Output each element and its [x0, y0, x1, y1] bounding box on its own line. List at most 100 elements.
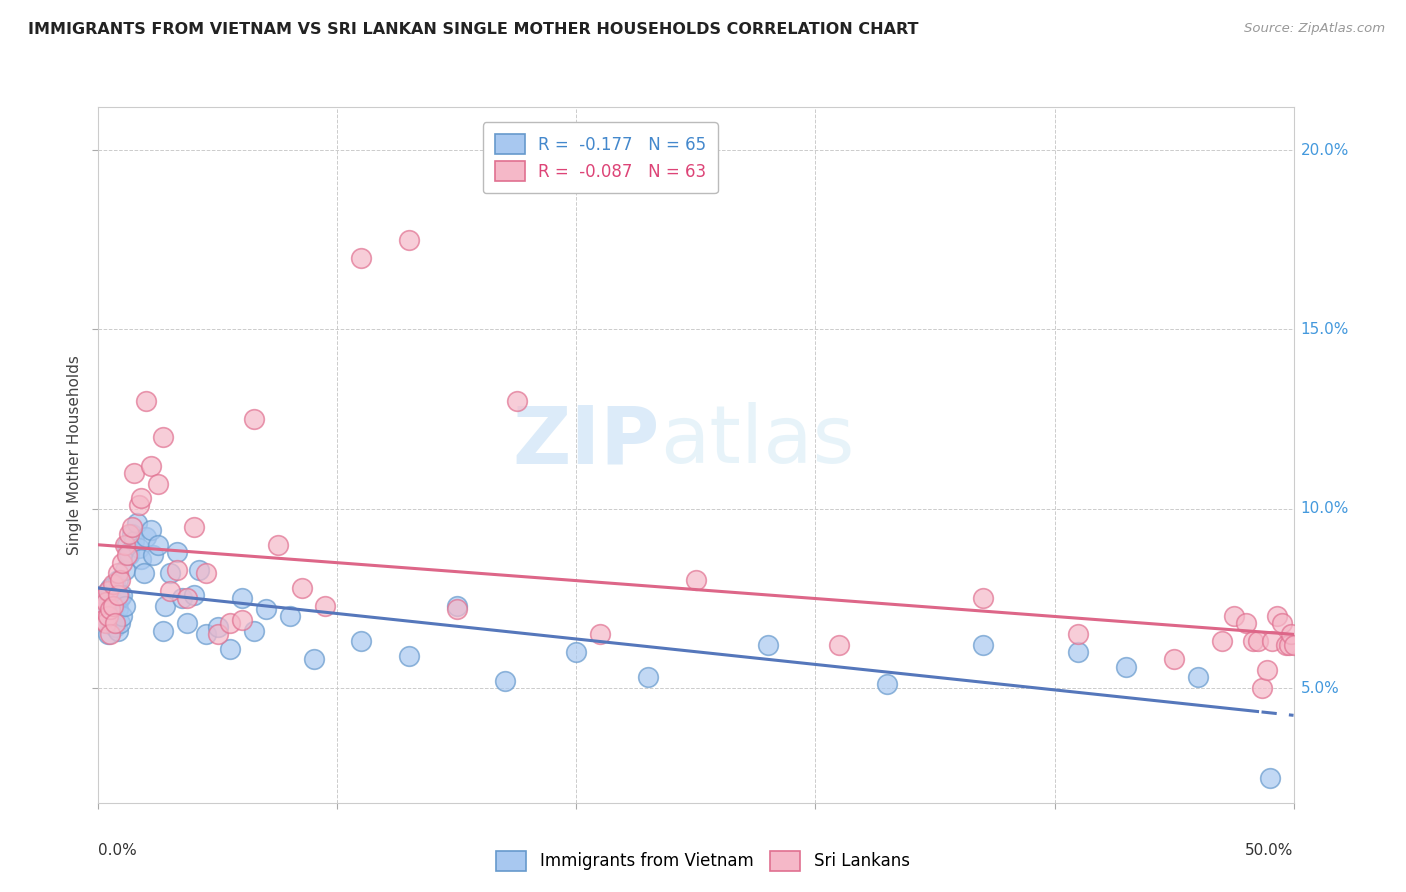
Point — [155, 599, 177, 613]
Point — [685, 574, 707, 588]
Point — [98, 602, 122, 616]
Point — [176, 591, 198, 606]
Point — [207, 620, 229, 634]
Point — [107, 624, 129, 638]
Point — [118, 545, 141, 559]
Point — [115, 549, 138, 563]
Point — [98, 606, 122, 620]
Point — [494, 673, 516, 688]
Point — [97, 584, 120, 599]
Point — [108, 574, 131, 588]
Point — [91, 609, 114, 624]
Point — [128, 541, 150, 556]
Point — [187, 563, 209, 577]
Point — [1265, 609, 1288, 624]
Point — [139, 458, 162, 473]
Point — [101, 577, 124, 591]
Point — [1163, 652, 1185, 666]
Point — [131, 491, 153, 505]
Point — [111, 556, 134, 570]
Point — [1115, 659, 1137, 673]
Point — [148, 538, 170, 552]
Point — [446, 602, 468, 616]
Point — [94, 595, 117, 609]
Point — [1067, 627, 1090, 641]
Point — [108, 616, 131, 631]
Point — [104, 616, 127, 631]
Point — [97, 609, 120, 624]
Point — [118, 526, 141, 541]
Point — [183, 519, 205, 533]
Point — [565, 645, 588, 659]
Point — [1222, 609, 1246, 624]
Point — [1234, 616, 1257, 631]
Point — [1275, 638, 1298, 652]
Text: IMMIGRANTS FROM VIETNAM VS SRI LANKAN SINGLE MOTHER HOUSEHOLDS CORRELATION CHART: IMMIGRANTS FROM VIETNAM VS SRI LANKAN SI… — [28, 22, 918, 37]
Point — [1258, 771, 1281, 785]
Text: 15.0%: 15.0% — [1301, 322, 1348, 337]
Point — [398, 648, 420, 663]
Point — [98, 581, 122, 595]
Point — [98, 627, 122, 641]
Point — [183, 588, 205, 602]
Point — [231, 613, 253, 627]
Point — [101, 599, 124, 613]
Point — [506, 394, 529, 409]
Point — [1271, 616, 1294, 631]
Point — [350, 251, 373, 265]
Point — [1282, 638, 1305, 652]
Point — [94, 602, 117, 616]
Point — [1187, 670, 1209, 684]
Point — [115, 538, 138, 552]
Point — [101, 613, 124, 627]
Point — [267, 538, 290, 552]
Point — [111, 609, 134, 624]
Text: 0.0%: 0.0% — [98, 843, 138, 858]
Point — [1278, 638, 1301, 652]
Point — [152, 430, 174, 444]
Point — [398, 233, 420, 247]
Text: 50.0%: 50.0% — [1246, 843, 1294, 858]
Point — [1261, 634, 1284, 648]
Point — [1279, 627, 1302, 641]
Point — [219, 616, 242, 631]
Point — [104, 620, 127, 634]
Point — [159, 584, 181, 599]
Point — [118, 549, 141, 563]
Point — [243, 624, 266, 638]
Point — [124, 466, 146, 480]
Point — [94, 616, 117, 631]
Point — [97, 627, 120, 641]
Point — [107, 566, 129, 581]
Point — [94, 616, 117, 631]
Point — [90, 599, 112, 613]
Point — [756, 638, 779, 652]
Point — [243, 412, 266, 426]
Point — [124, 533, 146, 548]
Point — [135, 394, 157, 409]
Point — [350, 634, 373, 648]
Y-axis label: Single Mother Households: Single Mother Households — [66, 355, 82, 555]
Point — [315, 599, 337, 613]
Point — [972, 638, 994, 652]
Point — [139, 523, 162, 537]
Point — [107, 574, 129, 588]
Legend: Immigrants from Vietnam, Sri Lankans: Immigrants from Vietnam, Sri Lankans — [488, 842, 918, 880]
Text: ZIP: ZIP — [513, 402, 661, 480]
Point — [166, 545, 188, 559]
Point — [104, 599, 127, 613]
Point — [114, 538, 136, 552]
Point — [114, 563, 136, 577]
Text: 20.0%: 20.0% — [1301, 143, 1348, 158]
Text: 10.0%: 10.0% — [1301, 501, 1348, 516]
Point — [114, 599, 136, 613]
Point — [219, 641, 242, 656]
Point — [194, 566, 217, 581]
Point — [166, 563, 188, 577]
Point — [159, 566, 181, 581]
Point — [828, 638, 851, 652]
Point — [128, 498, 150, 512]
Point — [91, 591, 114, 606]
Text: atlas: atlas — [661, 402, 855, 480]
Point — [121, 526, 143, 541]
